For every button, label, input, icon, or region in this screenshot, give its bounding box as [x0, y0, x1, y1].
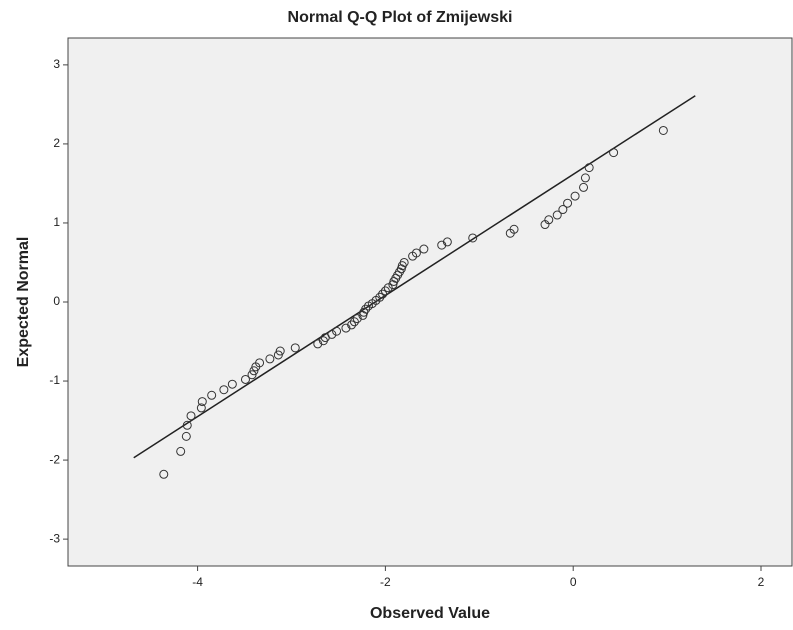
- point: [186, 411, 196, 421]
- point: [609, 148, 619, 158]
- point: [437, 240, 447, 250]
- point: [361, 304, 371, 314]
- point: [347, 320, 357, 330]
- x-tick-label: 0: [570, 575, 577, 589]
- point: [159, 469, 169, 479]
- point: [378, 289, 388, 299]
- point: [176, 446, 186, 456]
- point: [468, 233, 478, 243]
- plot-area: [67, 37, 793, 567]
- point: [580, 173, 590, 183]
- point: [227, 379, 237, 389]
- x-tick-label: -2: [380, 575, 391, 589]
- point: [207, 390, 217, 400]
- x-tick-label: 2: [758, 575, 765, 589]
- x-axis-label: Observed Value: [370, 605, 490, 622]
- point: [558, 205, 568, 215]
- chart-title: Normal Q-Q Plot of Zmijewski: [288, 9, 513, 26]
- reference-line: [133, 95, 696, 459]
- point: [375, 292, 385, 302]
- point: [419, 244, 429, 254]
- point: [509, 224, 519, 234]
- point: [196, 403, 206, 413]
- point: [219, 385, 229, 395]
- point: [442, 237, 452, 247]
- point: [332, 326, 342, 336]
- point: [290, 343, 300, 353]
- point: [570, 191, 580, 201]
- y-tick-label: 3: [53, 57, 60, 71]
- point: [563, 198, 573, 208]
- y-tick-label: 0: [53, 294, 60, 308]
- point: [399, 257, 409, 267]
- point: [579, 182, 589, 192]
- point: [411, 248, 421, 258]
- y-tick-label: 1: [53, 215, 60, 229]
- point: [240, 374, 250, 384]
- point: [380, 286, 390, 296]
- point: [544, 215, 554, 225]
- y-tick-label: -2: [49, 452, 60, 466]
- y-tick-label: -3: [49, 531, 60, 545]
- point: [255, 358, 265, 368]
- point: [313, 339, 323, 349]
- point: [197, 397, 207, 407]
- point: [658, 125, 668, 135]
- point: [265, 354, 275, 364]
- y-tick-label: 2: [53, 136, 60, 150]
- point: [584, 163, 594, 173]
- point: [181, 431, 191, 441]
- point: [552, 210, 562, 220]
- y-axis-label: Expected Normal: [15, 237, 32, 368]
- point: [352, 314, 362, 324]
- point: [349, 317, 359, 327]
- x-tick-label: -4: [192, 575, 203, 589]
- point: [341, 323, 351, 333]
- point: [327, 329, 337, 339]
- point: [182, 420, 192, 430]
- y-tick-label: -1: [49, 373, 60, 387]
- point: [383, 283, 393, 293]
- point: [275, 346, 285, 356]
